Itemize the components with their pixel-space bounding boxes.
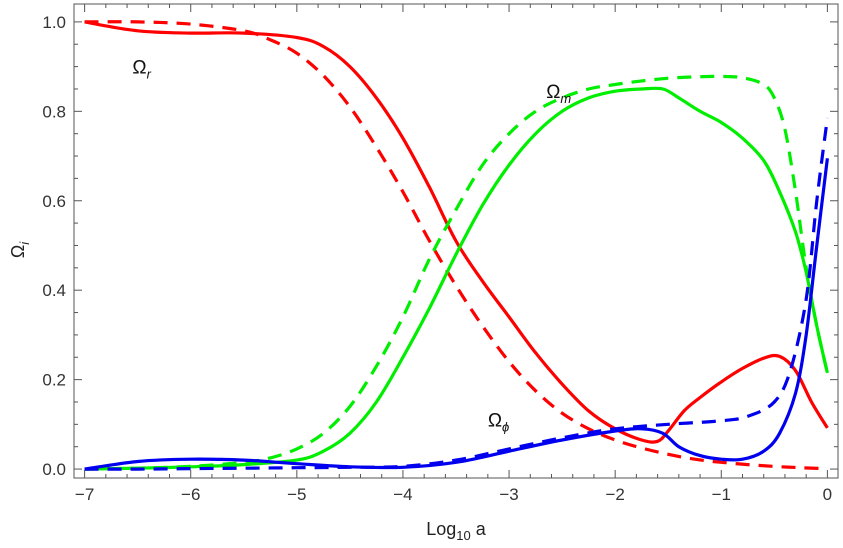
y-tick-label: 0.0 bbox=[42, 460, 66, 479]
x-tick-label: −2 bbox=[605, 485, 624, 504]
x-tick-label: 0 bbox=[823, 485, 832, 504]
y-axis-title-sub: i bbox=[17, 241, 32, 245]
annotation-sub: m bbox=[560, 91, 571, 106]
annotation-main: Ω bbox=[132, 57, 146, 78]
series-line-3 bbox=[84, 74, 829, 471]
axis-ticks bbox=[74, 4, 838, 478]
y-tick-label: 0.8 bbox=[42, 102, 66, 121]
y-tick-label: 1.0 bbox=[42, 13, 66, 32]
x-tick-label: −5 bbox=[287, 485, 306, 504]
series-line-4 bbox=[84, 158, 829, 471]
x-axis-title-main: Log bbox=[426, 519, 456, 539]
annotation-sub: ϕ bbox=[502, 420, 509, 435]
annotation-main: Ω bbox=[546, 82, 560, 103]
x-axis-title: Log10 a bbox=[426, 519, 487, 543]
series-line-5 bbox=[84, 117, 829, 471]
x-axis-title-sub: 10 bbox=[456, 528, 470, 543]
y-tick-label: 0.2 bbox=[42, 371, 66, 390]
series-line-0 bbox=[84, 20, 829, 444]
axis-tick-labels: −7 −6 −5 −4 −3 −2 −1 0 0.0 0.2 0.4 0.6 0.8 1.0 bbox=[42, 13, 832, 504]
annotation-sub: r bbox=[147, 66, 152, 81]
annotation-main: Ω bbox=[488, 411, 502, 432]
x-tick-label: −6 bbox=[181, 485, 200, 504]
plot-frame bbox=[73, 3, 839, 479]
x-tick-label: −3 bbox=[499, 485, 518, 504]
series-line-2 bbox=[84, 86, 829, 471]
series-line-1 bbox=[84, 20, 828, 471]
x-tick-label: −4 bbox=[393, 485, 412, 504]
series-group bbox=[84, 20, 829, 471]
annotation-label: Ωr bbox=[132, 57, 151, 81]
y-axis-title: Ωi bbox=[8, 241, 32, 258]
annotation-label: Ωϕ bbox=[488, 411, 509, 435]
y-axis-title-main: Ω bbox=[8, 245, 28, 258]
x-tick-label: −1 bbox=[712, 485, 731, 504]
x-axis-title-tail: a bbox=[471, 519, 487, 539]
x-tick-label: −7 bbox=[75, 485, 94, 504]
annotation-label: Ωm bbox=[546, 82, 571, 106]
y-tick-label: 0.6 bbox=[42, 192, 66, 211]
y-tick-label: 0.4 bbox=[42, 281, 66, 300]
